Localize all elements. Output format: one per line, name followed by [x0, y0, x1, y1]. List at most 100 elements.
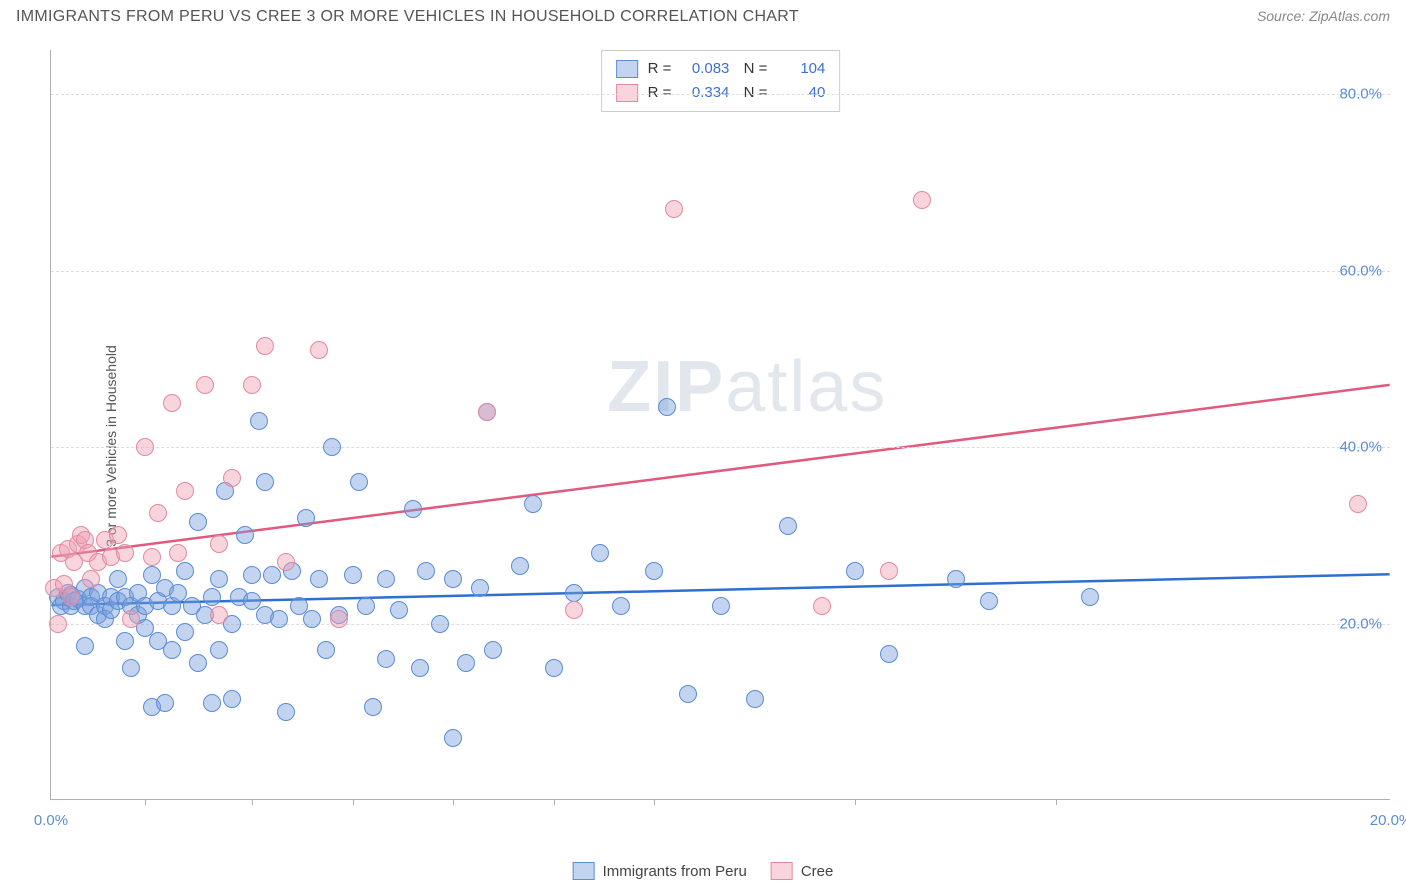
scatter-point — [484, 641, 502, 659]
scatter-point — [236, 526, 254, 544]
stats-r-label-0: R = — [648, 57, 672, 81]
scatter-point — [417, 562, 435, 580]
scatter-point — [746, 690, 764, 708]
chart-source: Source: ZipAtlas.com — [1257, 8, 1390, 24]
legend-swatch-1 — [771, 862, 793, 880]
scatter-point — [76, 637, 94, 655]
scatter-point — [612, 597, 630, 615]
scatter-point — [116, 632, 134, 650]
scatter-point — [203, 694, 221, 712]
y-tick-label: 80.0% — [1339, 86, 1382, 103]
scatter-point — [364, 698, 382, 716]
plot-area: ZIPatlas R = 0.083 N = 104 R = 0.334 N =… — [50, 50, 1390, 800]
x-tick-label: 20.0% — [1370, 812, 1406, 829]
stats-n-label-0: N = — [739, 57, 767, 81]
x-minor-tick — [654, 799, 655, 805]
gridline-h — [51, 447, 1390, 448]
scatter-point — [444, 570, 462, 588]
stats-r-val-1: 0.334 — [681, 81, 729, 105]
scatter-point — [565, 584, 583, 602]
scatter-point — [169, 544, 187, 562]
chart-header: IMMIGRANTS FROM PERU VS CREE 3 OR MORE V… — [0, 0, 1406, 40]
scatter-point — [350, 473, 368, 491]
x-minor-tick — [855, 799, 856, 805]
scatter-point — [947, 570, 965, 588]
stats-row-0: R = 0.083 N = 104 — [616, 57, 826, 81]
scatter-point — [49, 615, 67, 633]
legend-swatch-0 — [573, 862, 595, 880]
scatter-point — [122, 659, 140, 677]
scatter-point — [277, 553, 295, 571]
stats-r-val-0: 0.083 — [681, 57, 729, 81]
scatter-point — [344, 566, 362, 584]
scatter-point — [377, 570, 395, 588]
scatter-point — [270, 610, 288, 628]
scatter-point — [457, 654, 475, 672]
scatter-point — [303, 610, 321, 628]
scatter-point — [143, 548, 161, 566]
scatter-point — [250, 412, 268, 430]
gridline-h — [51, 624, 1390, 625]
scatter-point — [357, 597, 375, 615]
scatter-point — [109, 570, 127, 588]
scatter-point — [591, 544, 609, 562]
legend-label-0: Immigrants from Peru — [603, 863, 747, 880]
scatter-point — [645, 562, 663, 580]
scatter-point — [210, 606, 228, 624]
scatter-point — [411, 659, 429, 677]
scatter-point — [156, 694, 174, 712]
scatter-point — [223, 469, 241, 487]
stats-n-val-1: 40 — [777, 81, 825, 105]
scatter-point — [243, 376, 261, 394]
legend-item-0: Immigrants from Peru — [573, 862, 747, 880]
scatter-point — [163, 394, 181, 412]
scatter-point — [176, 482, 194, 500]
scatter-point — [277, 703, 295, 721]
scatter-point — [330, 610, 348, 628]
scatter-point — [980, 592, 998, 610]
scatter-point — [189, 654, 207, 672]
scatter-point — [243, 566, 261, 584]
scatter-point — [256, 337, 274, 355]
scatter-point — [565, 601, 583, 619]
scatter-point — [310, 570, 328, 588]
x-minor-tick — [1056, 799, 1057, 805]
bottom-legend: Immigrants from Peru Cree — [573, 862, 834, 880]
scatter-point — [478, 403, 496, 421]
scatter-point — [176, 562, 194, 580]
scatter-point — [1349, 495, 1367, 513]
scatter-point — [658, 398, 676, 416]
scatter-point — [913, 191, 931, 209]
watermark: ZIPatlas — [607, 346, 887, 428]
scatter-point — [880, 562, 898, 580]
scatter-point — [880, 645, 898, 663]
scatter-point — [1081, 588, 1099, 606]
legend-item-1: Cree — [771, 862, 834, 880]
scatter-point — [122, 610, 140, 628]
scatter-point — [323, 438, 341, 456]
scatter-point — [471, 579, 489, 597]
scatter-point — [665, 200, 683, 218]
scatter-point — [679, 685, 697, 703]
stats-n-val-0: 104 — [777, 57, 825, 81]
x-minor-tick — [453, 799, 454, 805]
scatter-point — [203, 588, 221, 606]
gridline-h — [51, 94, 1390, 95]
chart-title: IMMIGRANTS FROM PERU VS CREE 3 OR MORE V… — [16, 8, 799, 26]
scatter-point — [813, 597, 831, 615]
x-minor-tick — [145, 799, 146, 805]
x-minor-tick — [252, 799, 253, 805]
watermark-light: atlas — [725, 347, 887, 427]
stats-legend: R = 0.083 N = 104 R = 0.334 N = 40 — [601, 50, 841, 112]
scatter-point — [524, 495, 542, 513]
scatter-point — [390, 601, 408, 619]
scatter-point — [136, 438, 154, 456]
gridline-h — [51, 271, 1390, 272]
scatter-point — [256, 473, 274, 491]
scatter-point — [210, 570, 228, 588]
scatter-point — [82, 570, 100, 588]
scatter-point — [210, 535, 228, 553]
x-tick-label: 0.0% — [34, 812, 68, 829]
stats-swatch-0 — [616, 60, 638, 78]
scatter-point — [444, 729, 462, 747]
